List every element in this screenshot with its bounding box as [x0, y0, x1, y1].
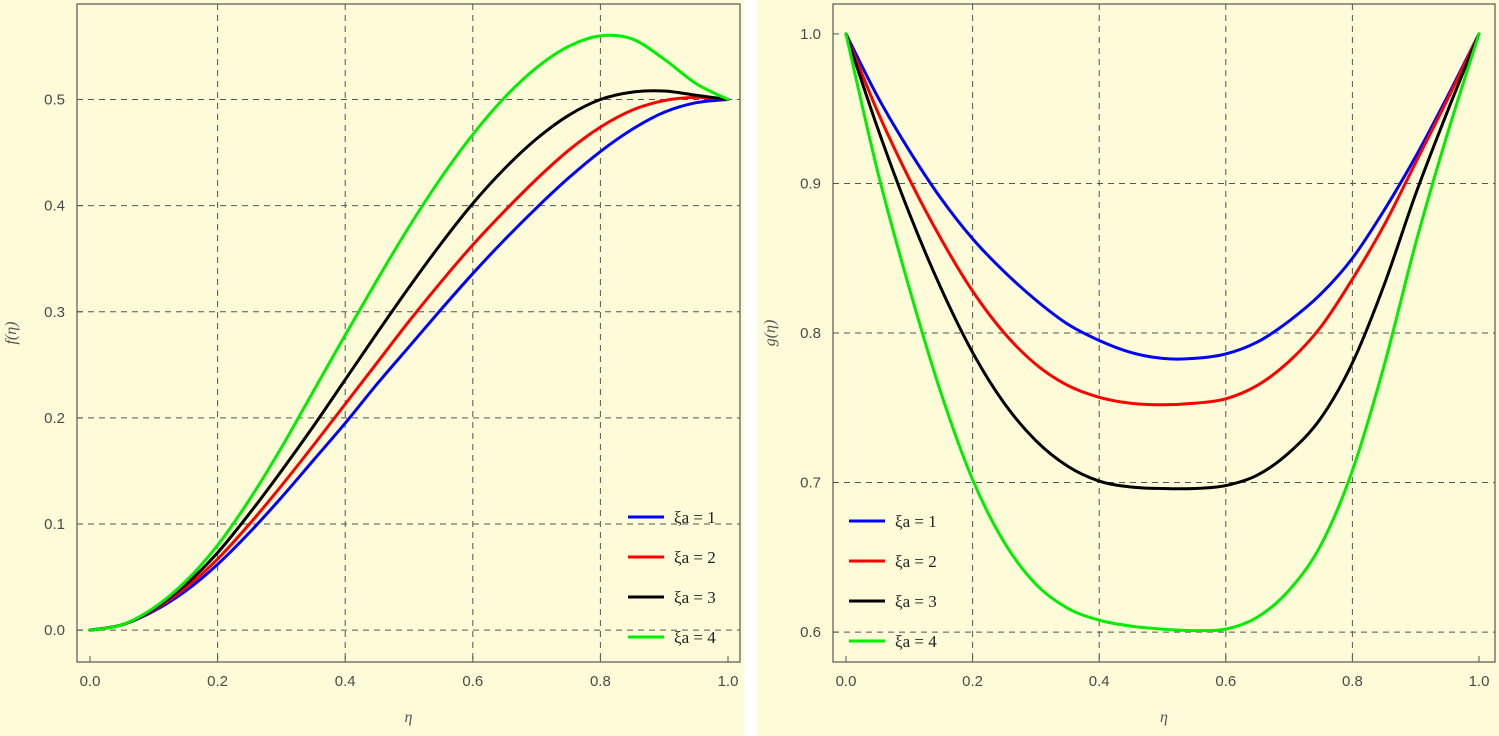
y-axis-title: f(η) [3, 321, 20, 344]
y-tick-label: 0.3 [44, 304, 65, 321]
chart-f-eta: 0.0 0.2 0.4 0.6 0.8 1.0 0.0 0.1 0.2 0.3 0.4 0.5 η f(η… [3, 3, 741, 726]
y-axis-title: g(η) [762, 320, 779, 347]
y-gridlines [77, 99, 740, 631]
chart-panel-left: 0.0 0.2 0.4 0.6 0.8 1.0 0.0 0.1 0.2 0.3 0.4 0.5 η f(η… [0, 0, 744, 736]
y-tick-label: 0.5 [44, 92, 65, 109]
x-tick-label: 1.0 [718, 673, 739, 690]
x-tick-label: 0.2 [207, 673, 228, 690]
x-tick-label: 0.0 [836, 673, 857, 690]
series-lines [844, 32, 1481, 633]
legend-label-3: ξa = 3 [674, 588, 716, 607]
legend-label-2: ξa = 2 [895, 552, 937, 571]
legend: ξa = 1 ξa = 2 ξa = 3 ξa = 4 [849, 512, 937, 651]
series-lines [88, 33, 730, 632]
chart-panel-right: 0.0 0.2 0.4 0.6 0.8 1.0 0.6 0.7 0.8 0.9 1.0 η g(η) ξa… [757, 0, 1499, 736]
x-tick-label: 0.4 [335, 673, 356, 690]
x-axis-title: η [405, 709, 413, 726]
x-tick-label: 0.8 [1342, 673, 1363, 690]
y-tick-label: 0.8 [800, 325, 821, 342]
series-line-3 [88, 89, 730, 632]
series-line-3 [844, 32, 1481, 491]
x-tick-label: 0.2 [962, 673, 983, 690]
series-line-4 [88, 33, 730, 632]
series-line-2 [844, 32, 1481, 407]
legend-label-4: ξa = 4 [674, 628, 716, 647]
x-tick-label: 0.6 [1215, 673, 1236, 690]
y-tick-label: 0.6 [800, 624, 821, 641]
x-tick-label: 0.8 [590, 673, 611, 690]
y-gridlines [833, 33, 1495, 633]
y-tick-label: 0.1 [44, 516, 65, 533]
y-tick-label: 0.2 [44, 410, 65, 427]
y-tick-label: 0.7 [800, 475, 821, 492]
series-line-2 [88, 95, 730, 632]
series-line-1 [844, 32, 1481, 361]
legend-label-4: ξa = 4 [895, 632, 937, 651]
y-tick-label: 0.0 [44, 622, 65, 639]
x-gridlines [89, 4, 729, 662]
plot-frame [76, 3, 741, 663]
y-tick-label: 1.0 [800, 26, 821, 43]
y-tick-label: 0.9 [800, 175, 821, 192]
legend-label-2: ξa = 2 [674, 548, 716, 567]
series-line-4 [844, 32, 1481, 633]
x-tick-label: 0.6 [462, 673, 483, 690]
chart-g-eta: 0.0 0.2 0.4 0.6 0.8 1.0 0.6 0.7 0.8 0.9 1.0 η g(η) ξa… [762, 3, 1496, 726]
legend-label-3: ξa = 3 [895, 592, 937, 611]
x-tick-label: 0.4 [1089, 673, 1110, 690]
legend-label-1: ξa = 1 [895, 512, 937, 531]
series-line-1 [88, 98, 730, 632]
legend: ξa = 1 ξa = 2 ξa = 3 ξa = 4 [628, 508, 716, 647]
x-tick-label: 1.0 [1469, 673, 1490, 690]
y-tick-label: 0.4 [44, 198, 65, 215]
x-axis-title: η [1160, 709, 1168, 726]
x-gridlines [845, 4, 1480, 662]
legend-label-1: ξa = 1 [674, 508, 716, 527]
x-tick-label: 0.0 [80, 673, 101, 690]
